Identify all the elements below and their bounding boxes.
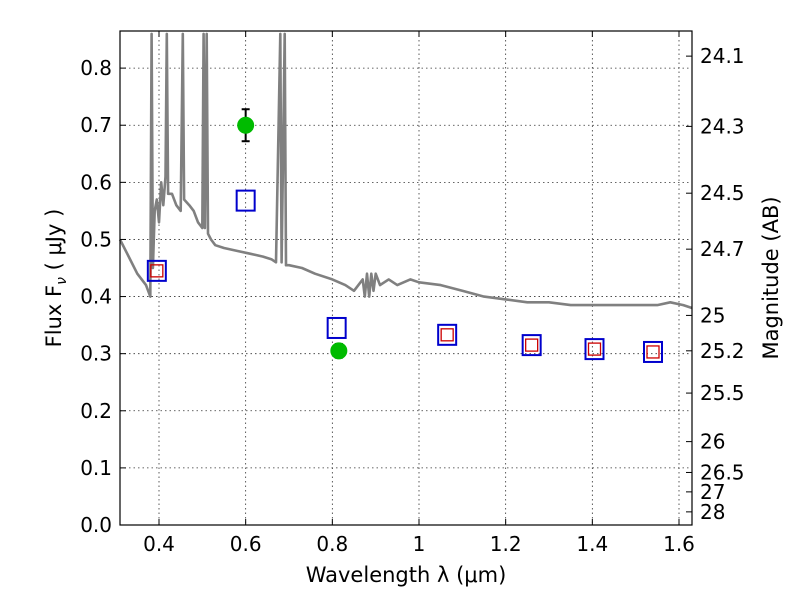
y-tick-label: 0.4 <box>80 285 112 309</box>
model-flux-square <box>146 259 167 282</box>
observed-flux-point <box>330 342 348 360</box>
right-tick-label: 26.5 <box>700 460 745 484</box>
model-flux-square <box>437 323 458 346</box>
grid <box>120 31 692 525</box>
x-tick-label: 0.8 <box>316 532 348 556</box>
y-tick-label: 0.7 <box>80 113 112 137</box>
model-flux-square <box>326 316 347 339</box>
y-tick-label: 0.1 <box>80 456 112 480</box>
model-flux-small-square <box>150 264 164 278</box>
model-flux-square <box>643 340 663 363</box>
right-tick-label: 24.1 <box>700 44 745 68</box>
right-tick-label: 27 <box>700 480 725 504</box>
left-axis: 0.0 0.1 0.2 0.3 0.4 0.5 0.6 0.7 0.8 <box>80 56 126 537</box>
y-tick-label: 0.2 <box>80 399 112 423</box>
model-flux-square <box>584 338 605 361</box>
observed-flux-point <box>237 116 255 134</box>
x-tick-label: 0.4 <box>143 532 175 556</box>
x-tick-label: 1.2 <box>490 532 522 556</box>
y-tick-label: 0.8 <box>80 56 112 80</box>
model-flux-square <box>521 334 542 357</box>
x-tick-label: 0.6 <box>230 532 262 556</box>
right-tick-label: 24.5 <box>700 181 745 205</box>
y-tick-label: 0.3 <box>80 342 112 366</box>
model-flux-small-square <box>440 328 454 342</box>
right-tick-label: 28 <box>700 500 725 524</box>
right-tick-label: 24.7 <box>700 237 745 261</box>
model-flux-small-square <box>646 345 660 359</box>
model-flux-square <box>235 189 256 212</box>
right-tick-label: 24.3 <box>700 114 745 138</box>
x-axis: 0.4 0.6 0.8 1 1.2 1.4 1.6 <box>143 31 695 556</box>
right-tick-label: 26 <box>700 430 725 454</box>
right-tick-label: 25.2 <box>700 339 745 363</box>
model-flux-small-square <box>525 338 539 352</box>
spectrum-layer <box>118 32 693 310</box>
plot-frame <box>119 30 693 526</box>
y-tick-label: 0.6 <box>80 170 112 194</box>
x-tick-label: 1 <box>413 532 426 556</box>
y-tick-label: 0.0 <box>80 513 112 537</box>
model-spectrum-line <box>118 32 693 310</box>
y-axis-label: Flux Fν ( μJy ) <box>42 209 70 348</box>
right-axis-label: Magnitude (AB) <box>759 196 783 359</box>
marker-layer <box>146 108 663 363</box>
x-axis-label: Wavelength λ (μm) <box>306 563 507 587</box>
right-tick-label: 25.5 <box>700 381 745 405</box>
x-tick-label: 1.4 <box>576 532 608 556</box>
x-tick-label: 1.6 <box>663 532 695 556</box>
y-tick-label: 0.5 <box>80 227 112 251</box>
right-tick-label: 25 <box>700 303 725 327</box>
model-flux-small-square <box>587 342 602 356</box>
